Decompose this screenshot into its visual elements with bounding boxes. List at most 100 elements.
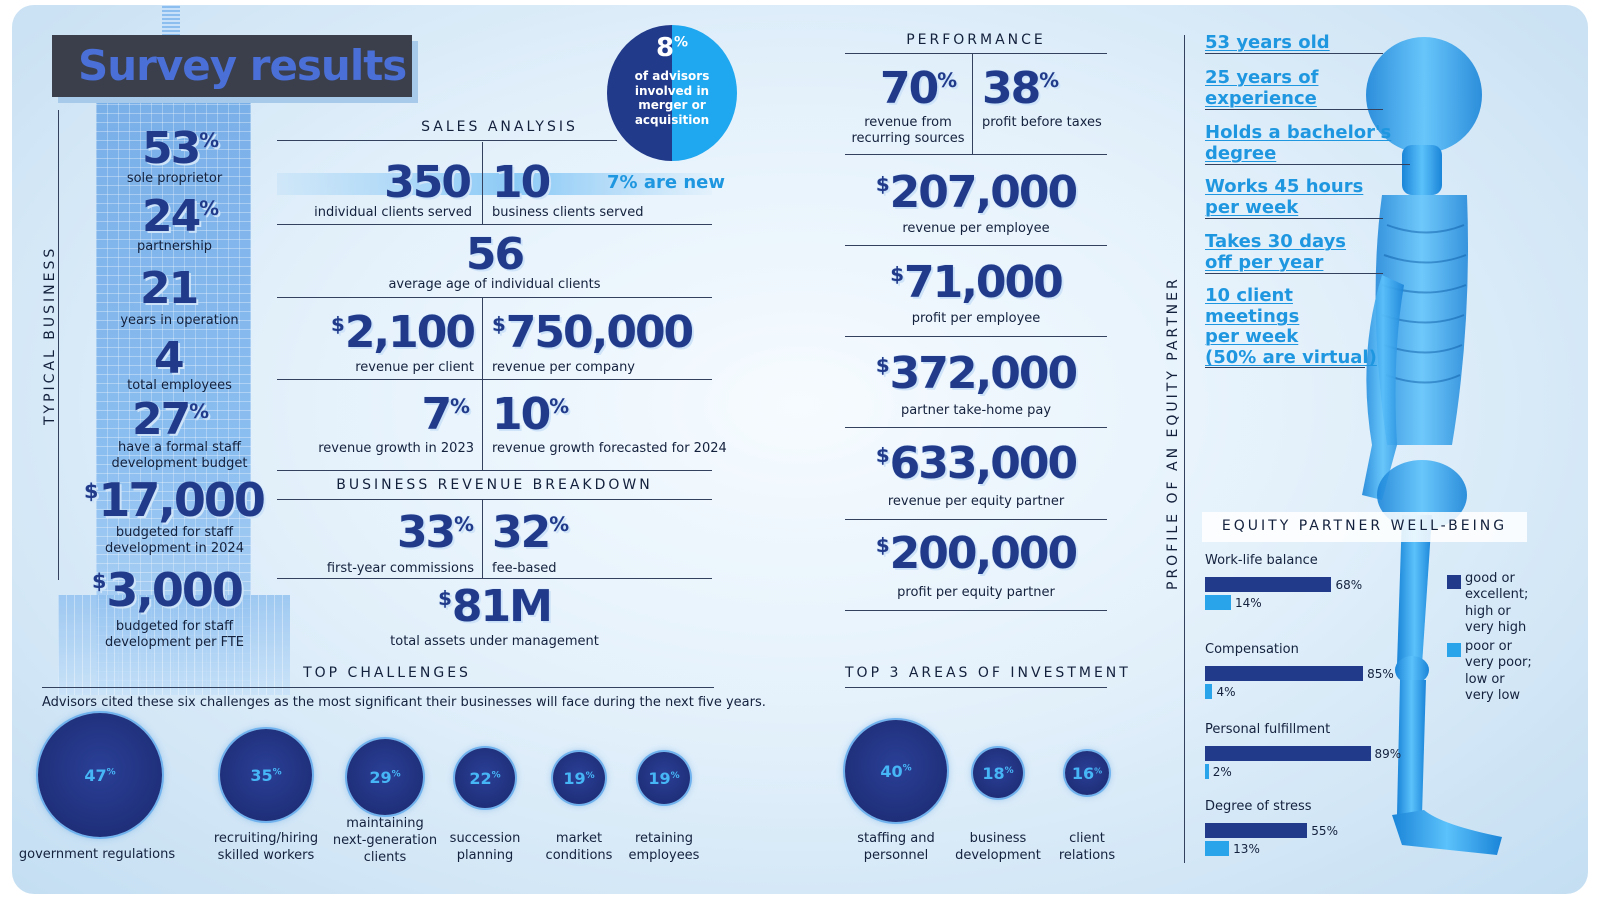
perf-item-value: $200,000 — [875, 528, 1078, 579]
recurring-label: revenue from recurring sources — [851, 115, 965, 146]
infographic-canvas: Survey results TYPICAL BUSINESS 53% sole… — [12, 5, 1588, 894]
wellbeing-bar-poor — [1205, 841, 1230, 856]
rule — [845, 336, 1107, 337]
individual-clients-label: individual clients served — [314, 205, 472, 220]
challenge-bubble: 47% — [38, 713, 162, 837]
profit-taxes-value: 38% — [982, 63, 1060, 114]
rule — [845, 245, 1107, 246]
recurring-value: 70% — [880, 63, 958, 114]
rule — [1205, 367, 1365, 368]
first-year-label: first-year commissions — [326, 561, 474, 576]
top-investment-header: TOP 3 AREAS OF INVESTMENT — [845, 665, 1131, 681]
stat-partnership-value: 24% — [142, 191, 220, 242]
stat-staff-budget-label-2: development budget — [111, 456, 248, 471]
perf-item-label: revenue per equity partner — [887, 494, 1065, 509]
top-challenges-header: TOP CHALLENGES — [303, 665, 471, 681]
growth-2023-label: revenue growth in 2023 — [318, 441, 474, 456]
perf-item-label: partner take-home pay — [900, 403, 1052, 418]
growth-2024-value: 10% — [492, 389, 570, 440]
stat-years-value: 21 — [140, 263, 199, 314]
stat-years-label: years in operation — [120, 313, 239, 328]
investment-bubble: 40% — [845, 720, 947, 822]
wellbeing-bar-value: 89% — [1374, 747, 1402, 761]
challenge-bubble: 19% — [638, 752, 690, 804]
rule — [277, 379, 712, 380]
rule — [42, 687, 714, 688]
wellbeing-bar-value: 14% — [1235, 596, 1262, 610]
profile-meetings: 10 client meetings per week (50% are virtua… — [1205, 285, 1377, 369]
rule — [277, 470, 712, 471]
stat-employees-value: 4 — [154, 333, 185, 384]
challenge-label: retaining employees — [628, 831, 700, 863]
profile-hours: Works 45 hours per week — [1205, 176, 1364, 218]
wellbeing-header: EQUITY PARTNER WELL-BEING — [1221, 518, 1508, 534]
challenge-bubble: 22% — [455, 748, 515, 808]
challenge-label: government regulations — [18, 847, 176, 862]
stat-budget-2024-label-2: development in 2024 — [105, 541, 244, 556]
rule — [277, 224, 712, 225]
rule — [1205, 164, 1410, 165]
business-clients-value: 10 — [492, 157, 551, 208]
aum-label: total assets under management — [390, 634, 599, 649]
perf-item-value: $633,000 — [875, 438, 1078, 489]
merger-badge — [607, 25, 737, 161]
legend-poor-label: poor or very poor; low or very low — [1465, 639, 1532, 703]
typical-business-rule — [58, 110, 59, 580]
challenge-label: succession planning — [449, 831, 521, 863]
wellbeing-bar-poor — [1205, 684, 1213, 699]
merger-badge-label: of advisors involved in merger or acquisiti… — [634, 69, 710, 127]
perf-item-label: profit per employee — [911, 311, 1041, 326]
challenge-bubble: 35% — [220, 729, 312, 821]
rule — [1205, 218, 1383, 219]
wellbeing-bar-good — [1205, 823, 1308, 838]
wellbeing-bar-value: 4% — [1216, 685, 1236, 699]
wellbeing-header-band — [1202, 512, 1527, 542]
profile-age: 53 years old — [1205, 32, 1330, 53]
new-clients-band — [277, 173, 712, 195]
rev-per-client-label: revenue per client — [355, 360, 474, 375]
rule — [845, 154, 1107, 155]
wellbeing-category-label: Work-life balance — [1205, 553, 1318, 568]
stat-partnership-label: partnership — [136, 239, 213, 254]
tower-base-graphic — [58, 595, 290, 695]
rev-per-client-value: $2,100 — [331, 307, 476, 358]
wellbeing-bar-poor — [1205, 764, 1209, 779]
rule — [1205, 273, 1383, 274]
profile-rule — [1184, 35, 1185, 863]
performance-header: PERFORMANCE — [906, 32, 1046, 48]
rule — [845, 427, 1107, 428]
individual-clients-value: 350 — [384, 157, 472, 208]
growth-2024-label: revenue growth forecasted for 2024 — [492, 441, 727, 456]
challenge-bubble: 19% — [553, 752, 605, 804]
rule — [845, 53, 1107, 54]
rule — [277, 297, 712, 298]
investment-label: business development — [955, 831, 1041, 863]
wellbeing-bar-good — [1205, 746, 1371, 761]
challenge-label: market conditions — [545, 831, 613, 863]
new-clients-note: 7% are new — [607, 172, 725, 193]
rule — [845, 610, 1107, 611]
wellbeing-bar-poor — [1205, 595, 1232, 610]
challenge-bubble: 29% — [347, 739, 423, 815]
profile-experience: 25 years of experience — [1205, 67, 1319, 109]
first-year-value: 33% — [396, 507, 474, 558]
rule — [845, 519, 1107, 520]
typical-business-label: TYPICAL BUSINESS — [42, 245, 58, 425]
avg-age-value: 56 — [465, 229, 525, 280]
fee-based-label: fee-based — [492, 561, 557, 576]
sales-analysis-header: SALES ANALYSIS — [421, 119, 578, 135]
wellbeing-bar-good — [1205, 666, 1364, 681]
rule — [277, 578, 712, 579]
legend-poor-swatch — [1447, 643, 1461, 657]
revenue-breakdown-header: BUSINESS REVENUE BREAKDOWN — [336, 477, 653, 493]
rev-per-company-value: $750,000 — [492, 307, 694, 358]
rule — [482, 500, 483, 578]
perf-item-label: revenue per employee — [902, 221, 1050, 236]
perf-item-value: $71,000 — [890, 257, 1064, 308]
wellbeing-category-label: Compensation — [1205, 642, 1299, 657]
page-title: Survey results — [78, 41, 407, 90]
wellbeing-bar-value: 85% — [1367, 667, 1394, 681]
rule — [482, 298, 483, 470]
rule — [972, 54, 973, 154]
rule — [482, 142, 483, 224]
